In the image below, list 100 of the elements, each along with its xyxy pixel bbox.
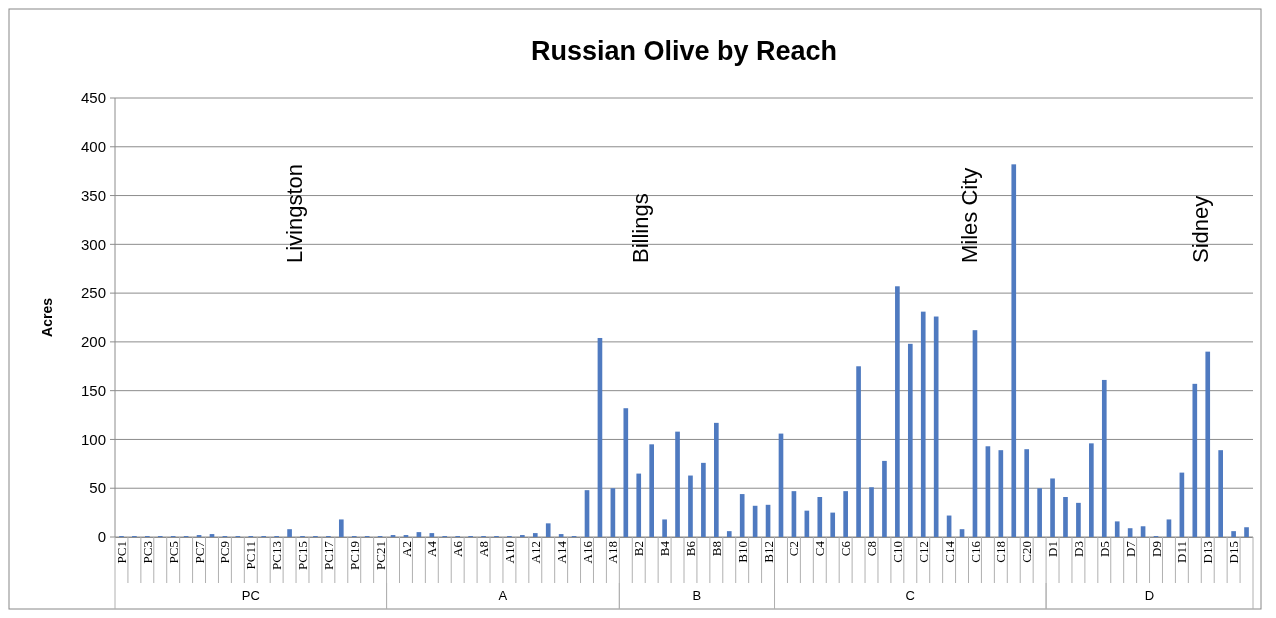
x-tick-label: C2 xyxy=(786,541,802,557)
x-tick-label: B2 xyxy=(631,541,647,557)
annotation: Billings xyxy=(627,193,653,263)
x-tick-label: PC9 xyxy=(217,541,233,564)
y-tick-label: 400 xyxy=(80,138,106,156)
bar xyxy=(338,519,344,537)
bar xyxy=(532,533,538,537)
bar xyxy=(1024,449,1030,537)
x-tick-label: C18 xyxy=(993,541,1009,563)
x-tick-label: C12 xyxy=(915,541,931,563)
x-tick-label: D1 xyxy=(1045,541,1061,557)
x-tick-label: A2 xyxy=(398,541,414,557)
bar xyxy=(830,512,836,537)
bar xyxy=(1231,531,1236,537)
x-tick-label: D9 xyxy=(1148,541,1164,557)
x-tick-label: B8 xyxy=(708,541,724,557)
x-tick-label: D11 xyxy=(1174,541,1190,563)
x-tick-label: PC11 xyxy=(243,541,259,570)
y-tick-label: 200 xyxy=(80,333,106,351)
bar xyxy=(1063,497,1068,537)
y-tick-label: 50 xyxy=(89,479,106,497)
bar xyxy=(1192,383,1198,537)
y-tick-label: 250 xyxy=(80,284,106,302)
x-tick-label: PC7 xyxy=(191,540,207,564)
x-tick-label: PC1 xyxy=(114,541,130,564)
bar xyxy=(688,475,693,537)
text: A xyxy=(498,588,508,603)
x-tick-label: B6 xyxy=(683,540,699,557)
x-tick-label: C14 xyxy=(941,540,957,563)
x-tick-label: A16 xyxy=(579,540,595,564)
annotation: Sidney xyxy=(1187,195,1213,263)
text: PC xyxy=(241,588,260,603)
x-tick-label: D3 xyxy=(1070,541,1086,557)
bar xyxy=(1037,488,1042,537)
x-tick-label: B4 xyxy=(657,540,673,557)
bar xyxy=(739,494,745,537)
x-tick-label: PC21 xyxy=(372,541,388,570)
bar xyxy=(856,366,861,537)
bar xyxy=(1114,521,1120,537)
x-tick-label: PC3 xyxy=(139,541,155,564)
bar xyxy=(636,473,642,537)
bar xyxy=(1011,164,1017,537)
x-tick-label: D15 xyxy=(1226,541,1242,564)
y-tick-label: 450 xyxy=(80,89,106,107)
x-tick-label: B12 xyxy=(760,541,776,563)
y-tick-label: 150 xyxy=(80,381,106,399)
x-tick-label: A6 xyxy=(450,540,466,557)
x-tick-label: A14 xyxy=(553,540,569,564)
x-tick-label: C16 xyxy=(967,540,983,563)
x-tick-label: A18 xyxy=(605,541,621,564)
bar xyxy=(1089,443,1094,537)
x-tick-label: PC17 xyxy=(320,540,336,570)
bar xyxy=(817,497,823,537)
text: B xyxy=(692,588,702,603)
x-tick-label: D7 xyxy=(1122,540,1138,557)
bar xyxy=(907,343,913,537)
chart-title: Russian Olive by Reach xyxy=(530,36,838,66)
x-tick-label: A12 xyxy=(527,541,543,564)
bar xyxy=(662,519,667,537)
x-tick-label: C4 xyxy=(812,540,828,557)
x-tick-label: C20 xyxy=(1019,541,1035,563)
x-tick-label: PC5 xyxy=(165,541,181,564)
bar xyxy=(1076,502,1081,537)
x-tick-label: A4 xyxy=(424,540,440,557)
bar xyxy=(726,531,732,537)
x-tick-label: PC15 xyxy=(295,541,311,570)
bar xyxy=(1050,478,1055,537)
bar xyxy=(920,311,926,537)
bar xyxy=(1218,450,1223,537)
bar xyxy=(843,491,848,537)
x-tick-label: A8 xyxy=(476,541,492,557)
x-tick-label: C10 xyxy=(889,541,905,563)
bar xyxy=(1101,379,1107,537)
bar xyxy=(287,529,292,537)
x-tick-label: A10 xyxy=(501,541,517,564)
bar xyxy=(649,444,654,537)
bar xyxy=(623,408,629,537)
y-tick-label: 300 xyxy=(80,235,106,253)
bar xyxy=(869,487,874,537)
x-tick-label: D5 xyxy=(1096,541,1112,557)
y-tick-label: 0 xyxy=(97,528,106,546)
y-axis-title: Acres xyxy=(39,297,55,337)
text: D xyxy=(1144,588,1155,603)
bar xyxy=(714,422,719,537)
bar xyxy=(1205,351,1211,537)
x-tick-label: D13 xyxy=(1200,541,1216,564)
x-tick-label: C8 xyxy=(864,541,880,557)
bar xyxy=(895,286,900,537)
text: C xyxy=(905,588,915,603)
bar xyxy=(1244,527,1249,537)
bar xyxy=(882,460,887,537)
x-tick-label: PC19 xyxy=(346,541,362,570)
bar xyxy=(545,523,551,537)
y-tick-label: 350 xyxy=(80,186,106,204)
annotation: Livingston xyxy=(282,163,308,263)
y-tick-label: 100 xyxy=(80,430,106,448)
x-tick-label: B10 xyxy=(734,541,750,563)
x-tick-label: PC13 xyxy=(269,541,285,570)
x-tick-label: C6 xyxy=(838,540,854,557)
bar xyxy=(701,462,706,537)
